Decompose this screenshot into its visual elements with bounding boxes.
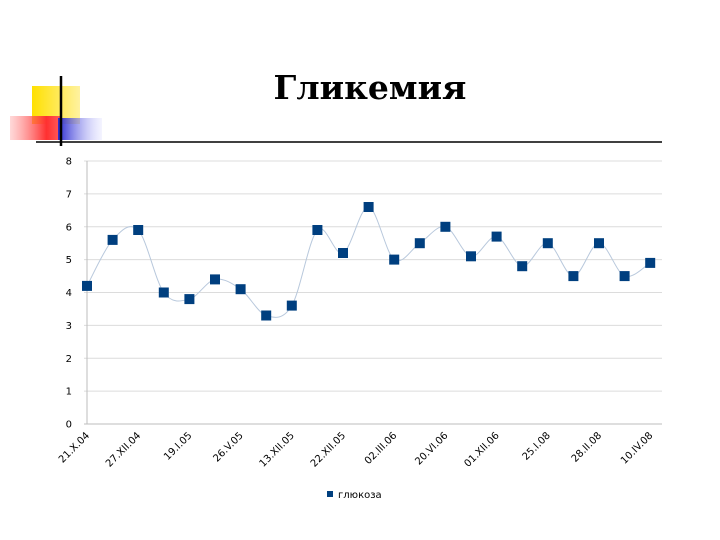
data-point-marker	[466, 251, 476, 262]
y-axis: 0 1 2 3 4 5 6 7 8	[66, 157, 72, 431]
data-point-marker	[389, 254, 400, 265]
data-point-marker	[363, 202, 374, 212]
data-point-marker	[235, 284, 246, 295]
x-tick-label: 22.XII.05	[309, 430, 348, 469]
data-point-marker	[645, 257, 656, 268]
y-tick-label: 5	[66, 255, 72, 266]
data-point-marker	[82, 280, 92, 291]
legend-label: глюкоза	[338, 490, 382, 501]
data-points	[82, 202, 656, 321]
y-tick-label: 2	[66, 354, 72, 365]
data-point-marker	[261, 310, 272, 321]
data-point-marker	[210, 274, 220, 285]
data-point-marker	[594, 238, 604, 249]
data-point-marker	[312, 225, 323, 235]
data-point-marker	[517, 261, 528, 272]
legend-marker	[327, 491, 333, 497]
x-tick-label: 13.XII.05	[258, 430, 297, 469]
data-point-marker	[286, 300, 297, 311]
x-tick-label: 28.II.08	[570, 430, 604, 464]
x-tick-label: 27.XII.04	[104, 430, 143, 469]
data-point-marker	[414, 238, 425, 249]
data-point-marker	[338, 248, 348, 258]
red-bar	[10, 116, 62, 140]
slide-decoration	[10, 76, 662, 146]
legend: глюкоза	[327, 490, 382, 501]
x-tick-label: 20.VI.06	[413, 430, 450, 467]
y-tick-label: 3	[66, 321, 72, 332]
y-tick-label: 7	[66, 189, 72, 200]
y-tick-label: 6	[66, 222, 72, 233]
x-tick-label: 01.XII.06	[462, 430, 501, 469]
data-point-marker	[542, 238, 553, 249]
data-point-marker	[184, 294, 195, 305]
y-tick-label: 4	[66, 288, 72, 299]
x-tick-label: 02.III.06	[363, 430, 400, 467]
x-tick-label: 26.V.05	[212, 430, 246, 464]
data-point-marker	[491, 231, 502, 242]
grid-lines	[84, 160, 662, 425]
data-point-marker	[107, 234, 118, 245]
x-tick-label: 21.X.04	[57, 430, 92, 465]
series-line	[86, 206, 651, 318]
data-point-marker	[133, 225, 144, 235]
data-point-marker	[158, 287, 169, 298]
x-axis: 21.X.04 27.XII.04 19.I.05 26.V.05 13.XII.05 2…	[57, 430, 655, 469]
y-tick-label: 8	[66, 157, 72, 168]
slide-title: Гликемия	[273, 68, 467, 107]
data-point-marker	[619, 271, 630, 282]
x-tick-label: 25.I.08	[521, 430, 553, 462]
blue-bar	[58, 118, 102, 140]
data-point-marker	[568, 271, 579, 282]
data-point-marker	[440, 221, 451, 232]
y-tick-label: 1	[66, 387, 72, 398]
x-tick-label: 10.IV.08	[619, 430, 655, 466]
x-tick-label: 19.I.05	[162, 430, 194, 462]
y-tick-label: 0	[66, 420, 72, 431]
